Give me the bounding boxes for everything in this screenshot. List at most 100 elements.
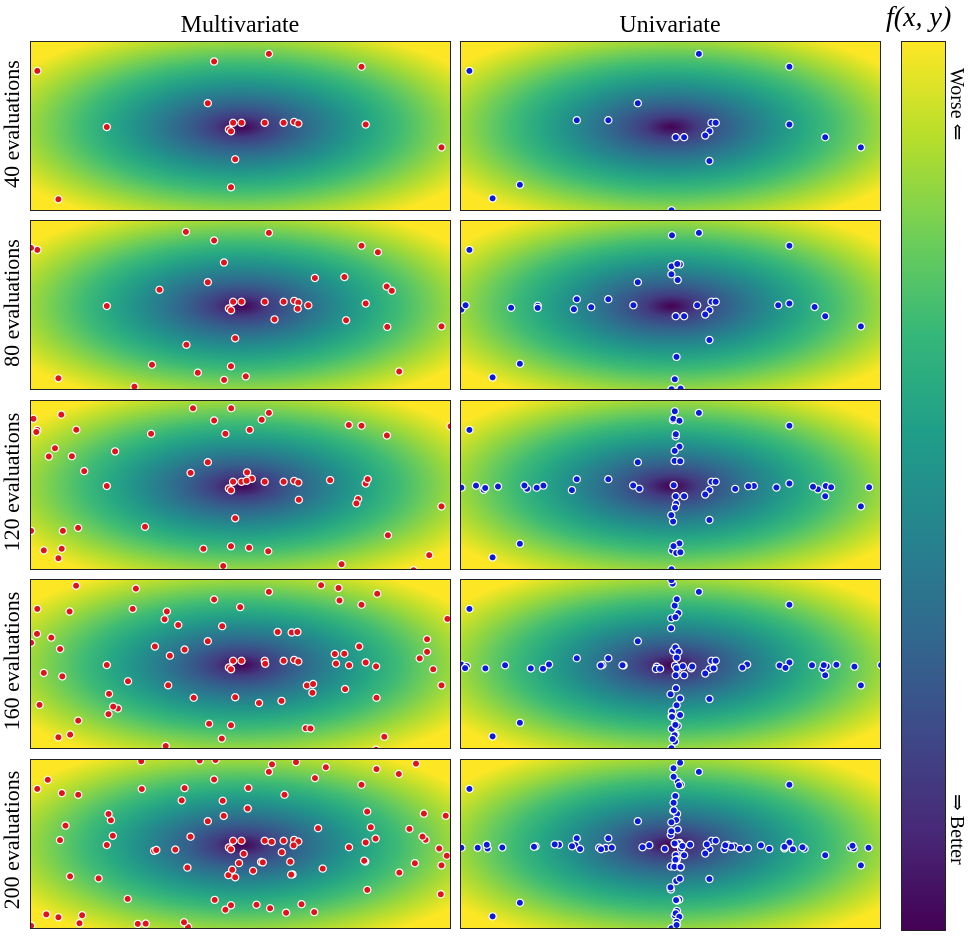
evaluation-point [371,662,381,671]
evaluation-point [539,481,548,490]
row-label-200: 200 evaluations [0,770,24,910]
evaluation-point [538,664,548,674]
evaluation-point [493,482,503,491]
evaluation-point [287,870,296,879]
evaluation-point [676,862,685,872]
evaluation-point [39,668,49,678]
evaluation-point [279,836,288,846]
evaluation-point [325,475,335,485]
evaluation-point [265,904,275,913]
evaluation-point [856,681,866,690]
evaluation-point [344,661,354,670]
evaluation-point [668,734,677,744]
evaluation-point [131,584,141,593]
evaluation-point [181,227,191,237]
evaluation-point [569,305,579,314]
contour-plot [31,401,450,569]
evaluation-point [672,653,681,662]
evaluation-point [705,156,714,166]
evaluation-point [140,522,150,532]
evaluation-point [310,907,319,917]
evaluation-point [666,883,675,892]
evaluation-point [785,780,794,789]
panel-multivariate-40 [30,41,451,211]
evaluation-point [75,918,84,928]
evaluation-point [810,302,819,312]
evaluation-point [54,374,63,383]
evaluation-point [488,373,497,382]
evaluation-point [242,476,251,486]
evaluation-point [277,847,286,857]
evaluation-point [694,408,704,418]
colorbar-label-better: ⇒ Better [946,794,968,865]
evaluation-point [237,836,246,846]
evaluation-point [532,483,541,492]
evaluation-point [203,637,212,646]
evaluation-point [446,422,450,431]
evaluation-point [394,769,403,779]
evaluation-point [679,311,689,321]
evaluation-point [481,664,490,673]
evaluation-point [293,304,302,313]
evaluation-point [515,180,525,189]
evaluation-point [672,920,681,928]
evaluation-point [694,49,704,59]
evaluation-point [675,874,684,883]
evaluation-point [671,791,680,801]
evaluation-point [471,481,481,490]
evaluation-point [711,297,720,307]
evaluation-point [363,474,372,484]
evaluation-point [372,745,380,748]
evaluation-point [676,548,685,557]
evaluation-point [33,784,42,794]
evaluation-point [31,414,38,423]
evaluation-point [72,425,81,434]
evaluation-point [180,645,189,654]
evaluation-point [675,760,685,767]
evaluation-point [667,231,677,240]
evaluation-point [94,874,103,883]
evaluation-point [572,653,582,663]
evaluation-point [219,375,229,385]
evaluation-point [209,595,219,604]
evaluation-point [54,913,63,922]
evaluation-point [73,523,83,533]
evaluation-point [366,823,375,832]
evaluation-point [628,481,638,490]
evaluation-point [465,66,474,76]
evaluation-point [567,485,577,495]
evaluation-point [230,334,240,343]
evaluation-point [123,677,133,686]
evaluation-point [785,299,794,308]
evaluation-point [66,730,75,739]
evaluation-point [498,843,507,852]
evaluation-point [165,651,175,660]
evaluation-point [435,844,444,853]
evaluation-point [221,429,230,438]
evaluation-point [694,767,704,777]
evaluation-point [675,457,685,466]
evaluation-point [146,429,156,438]
evaluation-point [700,669,710,678]
evaluation-point [104,689,114,699]
evaluation-point [465,604,474,614]
evaluation-point [294,119,303,128]
evaluation-point [102,840,112,850]
evaluation-point [227,865,237,874]
evaluation-point [304,301,313,310]
evaluation-point [195,760,204,765]
evaluation-point [670,407,679,416]
evaluation-point [667,712,677,722]
evaluation-point [671,683,681,693]
evaluation-point [772,483,781,492]
evaluation-point [667,510,676,520]
evaluation-point [679,670,689,680]
evaluation-point [294,657,303,666]
evaluation-point [313,823,323,833]
evaluation-point [270,315,279,324]
evaluation-point [670,446,679,456]
panel-multivariate-160 [30,579,451,749]
evaluation-point [217,622,227,631]
panel-univariate-120 [460,400,881,570]
evaluation-point [217,734,226,743]
